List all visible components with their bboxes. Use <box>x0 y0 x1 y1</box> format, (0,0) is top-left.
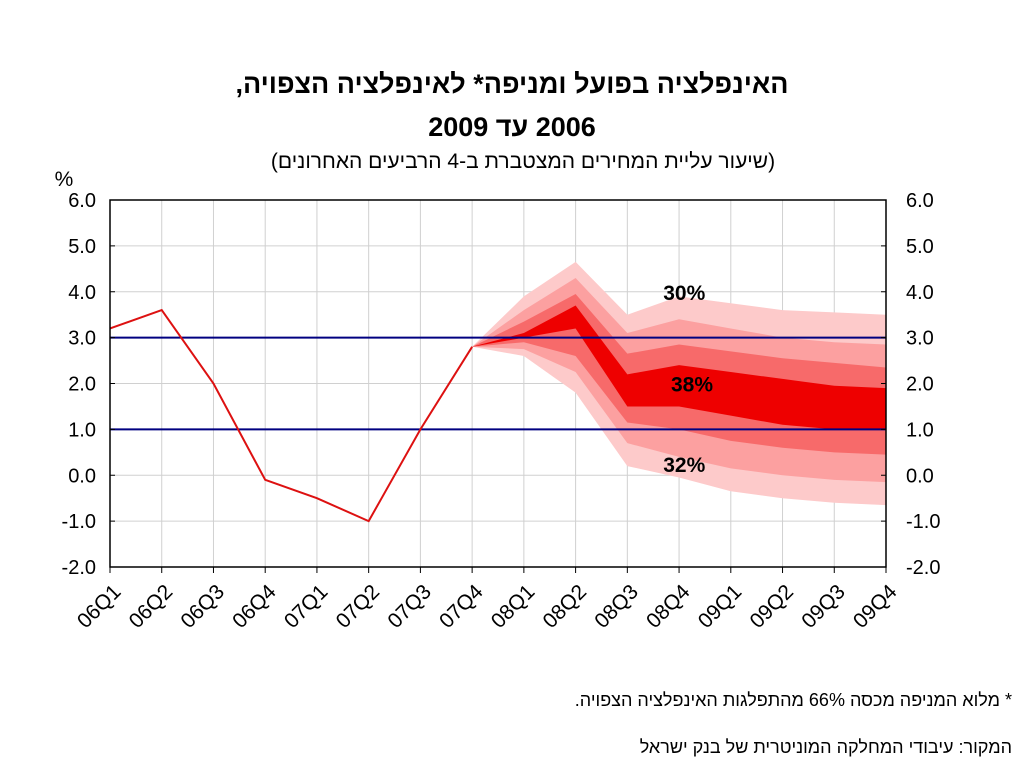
y-tick-label-left: -2.0 <box>62 557 96 579</box>
x-tick-label: 06Q4 <box>228 580 281 633</box>
y-tick-label-right: 3.0 <box>906 328 934 350</box>
x-tick-label: 07Q3 <box>383 580 436 633</box>
y-tick-label-right: 1.0 <box>906 419 934 441</box>
x-tick-label: 06Q3 <box>176 580 229 633</box>
chart-title-line1: האינפלציה בפועל ומניפה* לאינפלציה הצפויה… <box>235 69 789 99</box>
x-tick-label: 07Q1 <box>280 580 333 633</box>
y-tick-label-left: 4.0 <box>68 282 96 304</box>
x-tick-label: 08Q4 <box>642 580 695 633</box>
fan-percent-label: 38% <box>671 374 713 397</box>
y-tick-label-left: 0.0 <box>68 465 96 487</box>
y-tick-label-left: 5.0 <box>68 236 96 258</box>
y-tick-label-right: 2.0 <box>906 374 934 396</box>
y-tick-label-left: 3.0 <box>68 328 96 350</box>
y-tick-label-left: 6.0 <box>68 190 96 212</box>
x-tick-label: 09Q2 <box>745 580 798 633</box>
y-tick-label-right: -2.0 <box>906 557 940 579</box>
actual-inflation-line <box>109 308 473 523</box>
y-tick-label-left: 2.0 <box>68 374 96 396</box>
x-tick-label: 08Q3 <box>590 580 643 633</box>
y-tick-label-right: 4.0 <box>906 282 934 304</box>
fan-percent-label: 30% <box>663 282 705 305</box>
source-note: המקור: עיבודי המחלקה המוניטרית של בנק יש… <box>639 737 1012 757</box>
fan-percent-label: 32% <box>663 454 705 477</box>
chart-subtitle: (שיעור עליית המחירים המצטברת ב-4 הרביעים… <box>270 150 776 173</box>
footnote: * מלוא המניפה מכסה 66% מהתפלגות האינפלצי… <box>574 690 1012 710</box>
fan-band-inner <box>472 305 886 430</box>
y-axis-unit: % <box>55 168 74 191</box>
x-tick-label: 08Q1 <box>487 580 540 633</box>
y-tick-label-left: -1.0 <box>62 511 96 533</box>
y-tick-label-right: 6.0 <box>906 190 934 212</box>
y-tick-label-right: -1.0 <box>906 511 940 533</box>
x-tick-label: 06Q1 <box>73 580 126 633</box>
y-tick-label-right: 0.0 <box>906 465 934 487</box>
chart-title-line2: 2006 עד 2009 <box>428 112 596 142</box>
x-tick-label: 07Q4 <box>435 580 488 633</box>
y-tick-label-right: 5.0 <box>906 236 934 258</box>
x-tick-label: 07Q2 <box>332 580 385 633</box>
x-tick-label: 09Q1 <box>694 580 747 633</box>
x-tick-label: 06Q2 <box>125 580 178 633</box>
x-tick-label: 08Q2 <box>539 580 592 633</box>
x-tick-label: 09Q4 <box>849 580 902 633</box>
y-tick-label-left: 1.0 <box>68 419 96 441</box>
x-tick-label: 09Q3 <box>797 580 850 633</box>
fan-chart: 6.0 6.0 5.0 5.0 4.0 4.0 3.0 3.0 2.0 2.0 1.0 1.0 0.0 0… <box>55 168 941 633</box>
